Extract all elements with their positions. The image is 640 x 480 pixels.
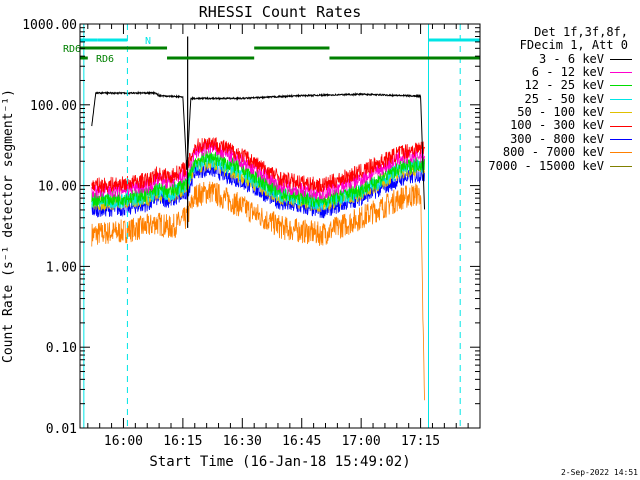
legend-swatch — [610, 98, 632, 100]
annotation-layer: N RD6 RD6 — [63, 24, 480, 428]
legend-header-line-2: FDecim 1, Att 0 — [519, 38, 628, 53]
plot-frame — [79, 23, 481, 429]
legend-entry: 300 - 800 keV — [482, 131, 632, 146]
legend-entry: 50 - 100 keV — [482, 105, 632, 120]
legend-entries: 3 - 6 keV 6 - 12 keV 12 - 25 keV 25 - 50 ke… — [482, 52, 632, 173]
legend-label: 3 - 6 keV — [538, 51, 604, 66]
x-tick-label: 17:00 — [342, 434, 381, 449]
x-tick-label: 17:15 — [401, 434, 440, 449]
legend-entry: 7000 - 15000 keV — [482, 158, 632, 173]
legend-label: 800 - 7000 keV — [502, 145, 604, 160]
x-axis: 16:00 16:15 16:30 16:45 17:00 17:15 — [87, 24, 481, 449]
legend: Det 1f,3f,8f, FDecim 1, Att 0 3 - 6 keV 6… — [482, 25, 632, 173]
legend-entry: 3 - 6 keV — [482, 52, 632, 65]
y-tick-label: 10.00 — [38, 180, 77, 195]
x-tick-label: 16:45 — [282, 434, 321, 449]
legend-swatch — [610, 85, 632, 87]
legend-entry: 25 - 50 keV — [482, 91, 632, 106]
legend-label: 6 - 12 keV — [531, 64, 604, 79]
series-line-6to12kev — [91, 141, 425, 201]
y-axis-label: Count Rate (s⁻¹ detector segment⁻¹) — [1, 89, 16, 363]
legend-header-line-1: Det 1f,3f,8f, — [534, 25, 628, 39]
legend-label: 100 - 300 keV — [510, 118, 604, 133]
legend-entry: 12 - 25 keV — [482, 79, 632, 92]
legend-swatch — [610, 71, 632, 73]
legend-entry: 6 - 12 keV — [482, 64, 632, 79]
annotation-label: RD6 — [96, 54, 114, 65]
annotation-label: RD6 — [63, 44, 81, 55]
legend-swatch — [610, 58, 632, 60]
legend-label: 300 - 800 keV — [510, 131, 604, 146]
x-tick-label: 16:30 — [223, 434, 262, 449]
y-tick-label: 0.01 — [46, 422, 77, 437]
legend-label: 7000 - 15000 keV — [488, 158, 604, 173]
legend-swatch — [610, 152, 632, 154]
series-line-12to25kev — [91, 150, 425, 208]
x-axis-label: Start Time (16-Jan-18 15:49:02) — [149, 454, 410, 470]
legend-label: 12 - 25 keV — [524, 78, 604, 93]
y-tick-label: 1.00 — [46, 260, 77, 275]
legend-entry: 100 - 300 keV — [482, 119, 632, 132]
series-line-800to7000kev — [91, 181, 425, 401]
legend-entry: 800 - 7000 keV — [482, 146, 632, 159]
chart-title: RHESSI Count Rates — [199, 3, 362, 21]
y-tick-label: 1000.00 — [22, 18, 77, 33]
legend-swatch — [610, 125, 632, 127]
legend-swatch — [610, 138, 632, 140]
y-tick-label: 0.10 — [46, 341, 77, 356]
annotation-label: N — [145, 36, 151, 47]
y-axis: 0.01 0.10 1.00 10.00 100.00 1000.00 — [22, 18, 480, 437]
series-line-3to6kev — [91, 90, 426, 210]
series-line-100to300kev — [91, 137, 425, 193]
legend-swatch — [610, 112, 632, 114]
x-tick-label: 16:00 — [104, 434, 143, 449]
x-tick-label: 16:15 — [163, 434, 202, 449]
print-timestamp: 2-Sep-2022 14:51 — [560, 468, 638, 477]
legend-label: 25 - 50 keV — [524, 91, 604, 106]
y-tick-label: 100.00 — [30, 99, 77, 114]
series-layer — [91, 36, 426, 401]
legend-label: 50 - 100 keV — [517, 105, 604, 120]
legend-swatch — [610, 165, 632, 167]
